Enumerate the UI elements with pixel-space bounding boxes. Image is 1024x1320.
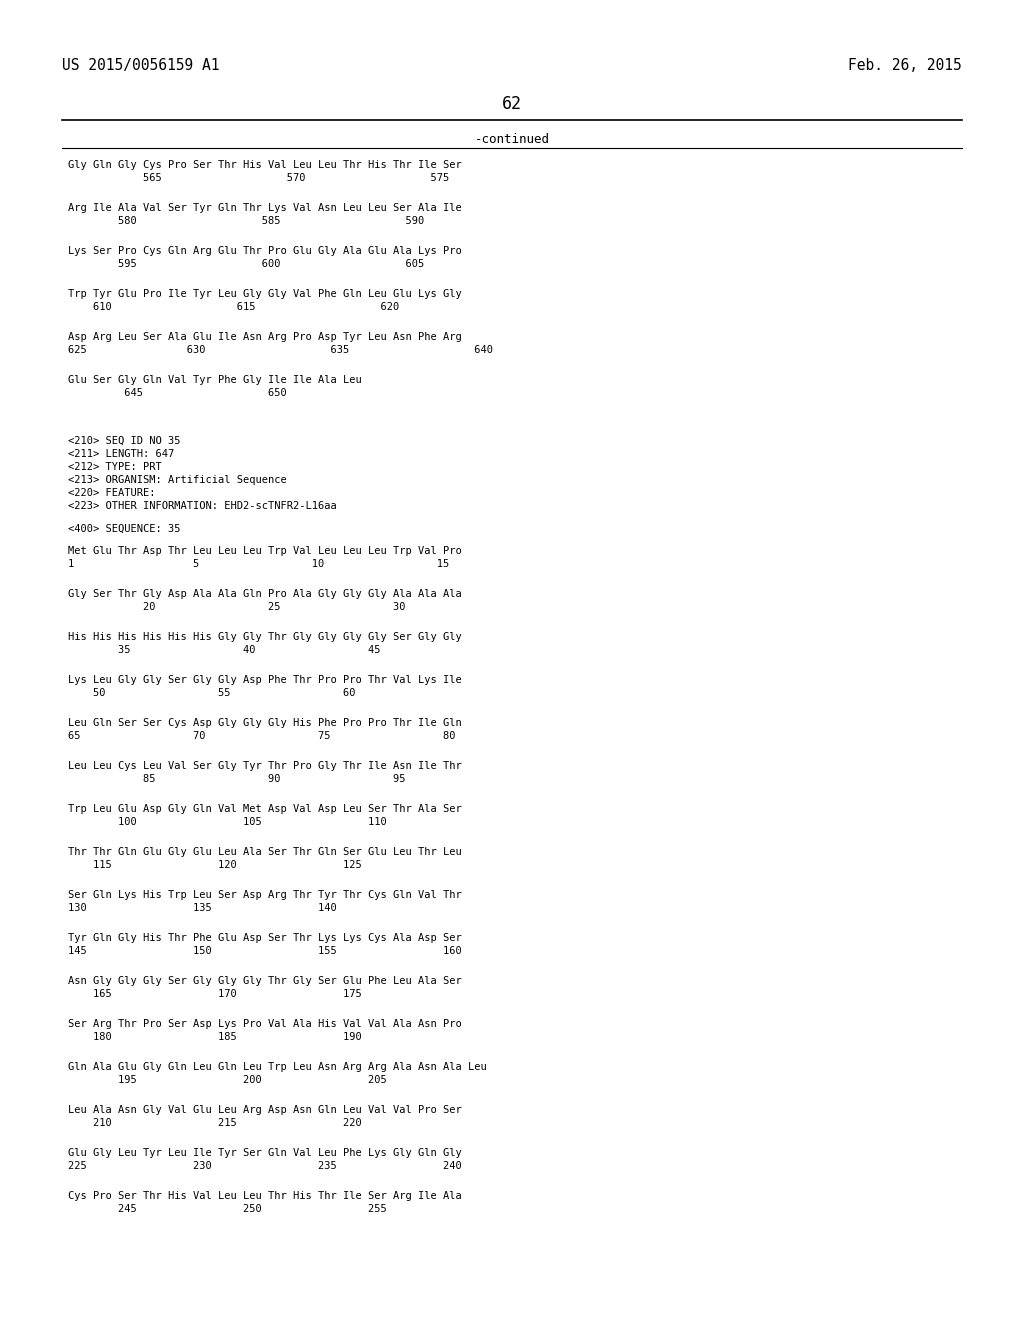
Text: 20                  25                  30: 20 25 30 (68, 602, 406, 612)
Text: 225                 230                 235                 240: 225 230 235 240 (68, 1162, 462, 1171)
Text: US 2015/0056159 A1: US 2015/0056159 A1 (62, 58, 219, 73)
Text: 210                 215                 220: 210 215 220 (68, 1118, 361, 1129)
Text: <213> ORGANISM: Artificial Sequence: <213> ORGANISM: Artificial Sequence (68, 475, 287, 484)
Text: Arg Ile Ala Val Ser Tyr Gln Thr Lys Val Asn Leu Leu Ser Ala Ile: Arg Ile Ala Val Ser Tyr Gln Thr Lys Val … (68, 203, 462, 213)
Text: 180                 185                 190: 180 185 190 (68, 1032, 361, 1041)
Text: <220> FEATURE:: <220> FEATURE: (68, 488, 156, 498)
Text: 65                  70                  75                  80: 65 70 75 80 (68, 731, 456, 741)
Text: Met Glu Thr Asp Thr Leu Leu Leu Trp Val Leu Leu Leu Trp Val Pro: Met Glu Thr Asp Thr Leu Leu Leu Trp Val … (68, 546, 462, 556)
Text: Leu Ala Asn Gly Val Glu Leu Arg Asp Asn Gln Leu Val Val Pro Ser: Leu Ala Asn Gly Val Glu Leu Arg Asp Asn … (68, 1105, 462, 1115)
Text: 245                 250                 255: 245 250 255 (68, 1204, 387, 1214)
Text: 145                 150                 155                 160: 145 150 155 160 (68, 946, 462, 956)
Text: His His His His His His Gly Gly Thr Gly Gly Gly Gly Ser Gly Gly: His His His His His His Gly Gly Thr Gly … (68, 632, 462, 642)
Text: Gly Ser Thr Gly Asp Ala Ala Gln Pro Ala Gly Gly Gly Ala Ala Ala: Gly Ser Thr Gly Asp Ala Ala Gln Pro Ala … (68, 589, 462, 599)
Text: -continued: -continued (474, 133, 550, 147)
Text: 595                    600                    605: 595 600 605 (68, 259, 424, 269)
Text: 165                 170                 175: 165 170 175 (68, 989, 361, 999)
Text: Trp Leu Glu Asp Gly Gln Val Met Asp Val Asp Leu Ser Thr Ala Ser: Trp Leu Glu Asp Gly Gln Val Met Asp Val … (68, 804, 462, 814)
Text: 85                  90                  95: 85 90 95 (68, 774, 406, 784)
Text: <400> SEQUENCE: 35: <400> SEQUENCE: 35 (68, 524, 180, 535)
Text: Feb. 26, 2015: Feb. 26, 2015 (848, 58, 962, 73)
Text: Leu Leu Cys Leu Val Ser Gly Tyr Thr Pro Gly Thr Ile Asn Ile Thr: Leu Leu Cys Leu Val Ser Gly Tyr Thr Pro … (68, 762, 462, 771)
Text: <223> OTHER INFORMATION: EHD2-scTNFR2-L16aa: <223> OTHER INFORMATION: EHD2-scTNFR2-L1… (68, 502, 337, 511)
Text: Asp Arg Leu Ser Ala Glu Ile Asn Arg Pro Asp Tyr Leu Asn Phe Arg: Asp Arg Leu Ser Ala Glu Ile Asn Arg Pro … (68, 333, 462, 342)
Text: Gly Gln Gly Cys Pro Ser Thr His Val Leu Leu Thr His Thr Ile Ser: Gly Gln Gly Cys Pro Ser Thr His Val Leu … (68, 160, 462, 170)
Text: 610                    615                    620: 610 615 620 (68, 302, 399, 312)
Text: 115                 120                 125: 115 120 125 (68, 861, 361, 870)
Text: Ser Gln Lys His Trp Leu Ser Asp Arg Thr Tyr Thr Cys Gln Val Thr: Ser Gln Lys His Trp Leu Ser Asp Arg Thr … (68, 890, 462, 900)
Text: Lys Ser Pro Cys Gln Arg Glu Thr Pro Glu Gly Ala Glu Ala Lys Pro: Lys Ser Pro Cys Gln Arg Glu Thr Pro Glu … (68, 246, 462, 256)
Text: Asn Gly Gly Gly Ser Gly Gly Gly Thr Gly Ser Glu Phe Leu Ala Ser: Asn Gly Gly Gly Ser Gly Gly Gly Thr Gly … (68, 975, 462, 986)
Text: 62: 62 (502, 95, 522, 114)
Text: Lys Leu Gly Gly Ser Gly Gly Asp Phe Thr Pro Pro Thr Val Lys Ile: Lys Leu Gly Gly Ser Gly Gly Asp Phe Thr … (68, 675, 462, 685)
Text: <210> SEQ ID NO 35: <210> SEQ ID NO 35 (68, 436, 180, 446)
Text: Gln Ala Glu Gly Gln Leu Gln Leu Trp Leu Asn Arg Arg Ala Asn Ala Leu: Gln Ala Glu Gly Gln Leu Gln Leu Trp Leu … (68, 1063, 486, 1072)
Text: Glu Ser Gly Gln Val Tyr Phe Gly Ile Ile Ala Leu: Glu Ser Gly Gln Val Tyr Phe Gly Ile Ile … (68, 375, 361, 385)
Text: Leu Gln Ser Ser Cys Asp Gly Gly Gly His Phe Pro Pro Thr Ile Gln: Leu Gln Ser Ser Cys Asp Gly Gly Gly His … (68, 718, 462, 729)
Text: 130                 135                 140: 130 135 140 (68, 903, 337, 913)
Text: 625                630                    635                    640: 625 630 635 640 (68, 345, 493, 355)
Text: <212> TYPE: PRT: <212> TYPE: PRT (68, 462, 162, 473)
Text: Glu Gly Leu Tyr Leu Ile Tyr Ser Gln Val Leu Phe Lys Gly Gln Gly: Glu Gly Leu Tyr Leu Ile Tyr Ser Gln Val … (68, 1148, 462, 1158)
Text: Trp Tyr Glu Pro Ile Tyr Leu Gly Gly Val Phe Gln Leu Glu Lys Gly: Trp Tyr Glu Pro Ile Tyr Leu Gly Gly Val … (68, 289, 462, 300)
Text: 195                 200                 205: 195 200 205 (68, 1074, 387, 1085)
Text: Tyr Gln Gly His Thr Phe Glu Asp Ser Thr Lys Lys Cys Ala Asp Ser: Tyr Gln Gly His Thr Phe Glu Asp Ser Thr … (68, 933, 462, 942)
Text: Ser Arg Thr Pro Ser Asp Lys Pro Val Ala His Val Val Ala Asn Pro: Ser Arg Thr Pro Ser Asp Lys Pro Val Ala … (68, 1019, 462, 1030)
Text: 1                   5                  10                  15: 1 5 10 15 (68, 558, 450, 569)
Text: 565                    570                    575: 565 570 575 (68, 173, 450, 183)
Text: 100                 105                 110: 100 105 110 (68, 817, 387, 828)
Text: Thr Thr Gln Glu Gly Glu Leu Ala Ser Thr Gln Ser Glu Leu Thr Leu: Thr Thr Gln Glu Gly Glu Leu Ala Ser Thr … (68, 847, 462, 857)
Text: Cys Pro Ser Thr His Val Leu Leu Thr His Thr Ile Ser Arg Ile Ala: Cys Pro Ser Thr His Val Leu Leu Thr His … (68, 1191, 462, 1201)
Text: 645                    650: 645 650 (68, 388, 287, 399)
Text: 50                  55                  60: 50 55 60 (68, 688, 355, 698)
Text: 580                    585                    590: 580 585 590 (68, 216, 424, 226)
Text: <211> LENGTH: 647: <211> LENGTH: 647 (68, 449, 174, 459)
Text: 35                  40                  45: 35 40 45 (68, 645, 381, 655)
